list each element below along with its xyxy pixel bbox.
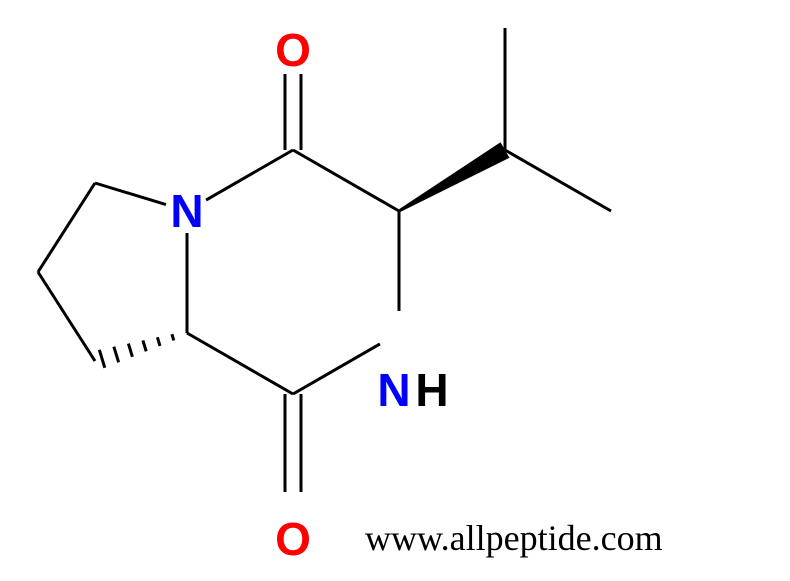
bond-line [293, 344, 380, 394]
oxygen-atom-label: O [275, 24, 311, 76]
hash-bond [114, 347, 119, 363]
wedge-bond [398, 142, 509, 212]
oxygen-atom-label: O [275, 513, 311, 565]
hash-bond [99, 350, 104, 368]
hydrogen-atom-label: H [415, 364, 448, 416]
nitrogen-atom-label: N [170, 185, 203, 237]
molecule-diagram: OONNHwww.allpeptide.com [0, 0, 790, 581]
hash-bond [143, 340, 146, 351]
watermark-text: www.allpeptide.com [365, 518, 663, 558]
bond-line [38, 183, 95, 272]
hash-bond [157, 337, 160, 346]
bond-line [206, 150, 293, 200]
bond-line [505, 150, 611, 211]
bond-line [95, 183, 166, 205]
hash-bond [128, 344, 132, 357]
nitrogen-atom-label: N [377, 364, 410, 416]
hash-bond [172, 334, 174, 340]
bond-line [38, 272, 95, 361]
bond-line [293, 150, 399, 211]
bond-line [187, 333, 293, 394]
